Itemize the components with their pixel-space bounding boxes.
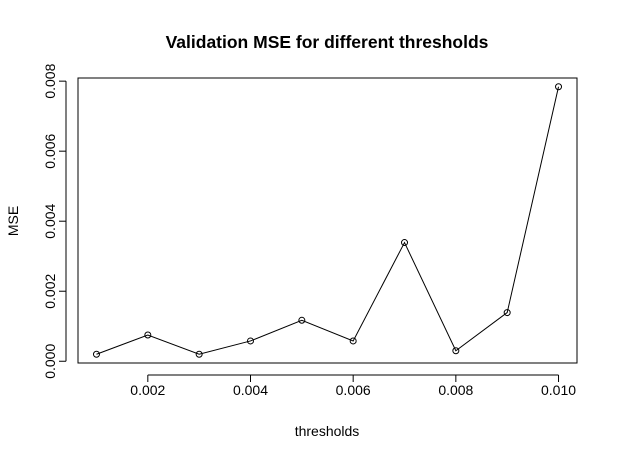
y-axis-label: MSE [5,206,21,236]
y-tick-label: 0.000 [42,344,58,379]
data-point [92,350,100,358]
data-point [144,331,152,339]
x-tick-label: 0.006 [336,382,371,398]
series-line [96,86,560,355]
x-tick-label: 0.002 [130,382,165,398]
chart-title: Validation MSE for different thresholds [166,32,489,52]
x-tick-label: 0.008 [438,382,473,398]
data-point [298,316,306,324]
series-layer [92,83,563,358]
y-tick-label: 0.006 [42,133,58,168]
y-tick-label: 0.004 [42,203,58,238]
x-tick-label: 0.010 [541,382,576,398]
y-axis: 0.000 0.002 0.004 0.006 0.008 [42,63,67,379]
data-point [503,309,511,317]
data-point [555,83,563,91]
plot-area-frame [77,77,578,364]
data-point [452,347,460,355]
x-axis: 0.002 0.004 0.006 0.008 0.010 [130,374,576,398]
y-tick-label: 0.008 [42,63,58,98]
y-tick-label: 0.002 [42,274,58,309]
x-axis-label: thresholds [295,423,360,439]
data-point [246,337,254,345]
x-tick-label: 0.004 [233,382,268,398]
data-point [349,337,357,345]
data-point [401,239,409,247]
data-point [195,350,203,358]
